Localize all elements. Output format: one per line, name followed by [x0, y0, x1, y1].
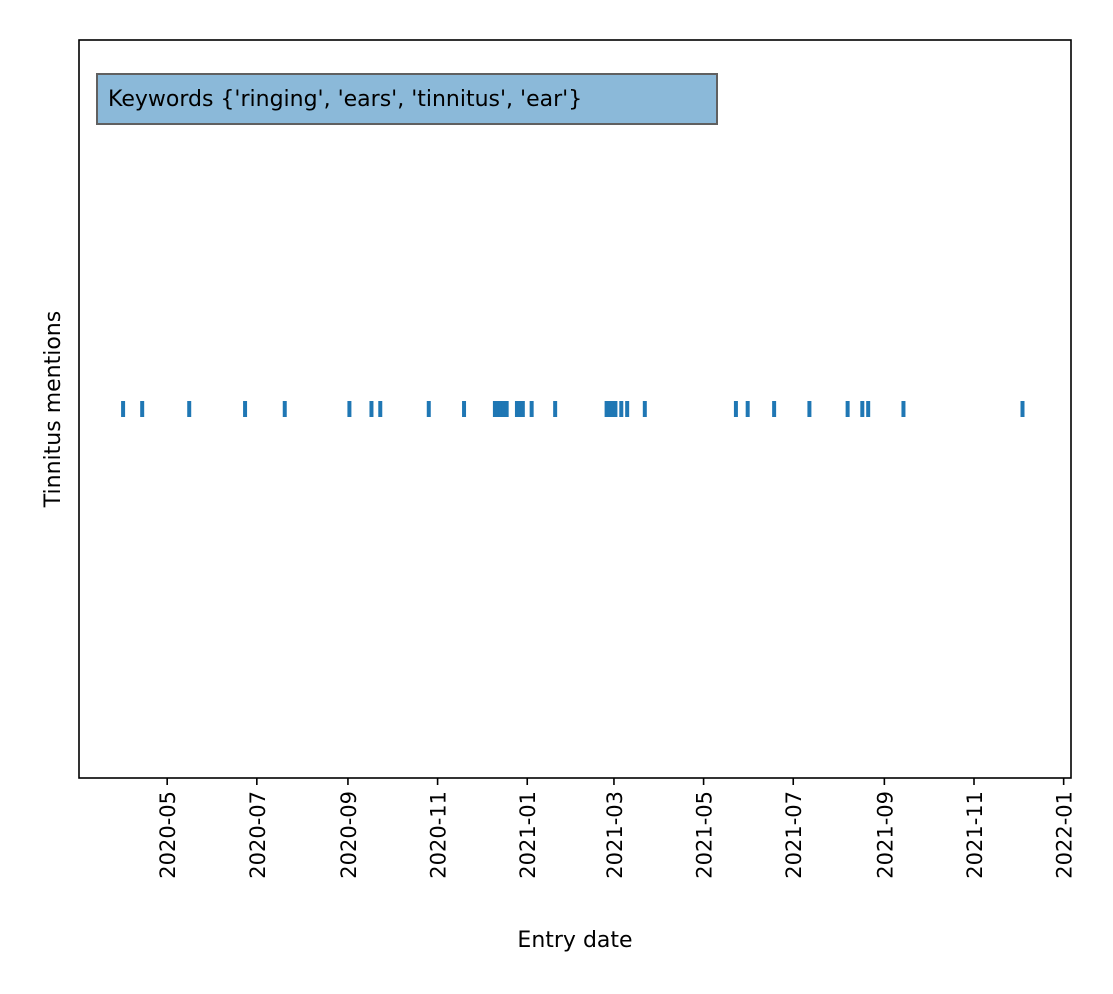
x-tick-label-1: 2020-07: [246, 791, 270, 879]
x-tick-label-6: 2021-05: [693, 791, 717, 879]
data-marks: [121, 401, 1025, 417]
x-tick-label-9: 2021-11: [963, 791, 987, 879]
x-tick-label-10: 2022-01: [1053, 791, 1077, 879]
x-tick-label-0: 2020-05: [156, 791, 180, 879]
annotation-text: Keywords {'ringing', 'ears', 'tinnitus',…: [108, 87, 582, 112]
y-axis-label: Tinnitus mentions: [41, 311, 66, 508]
x-tick-label-8: 2021-09: [873, 791, 897, 879]
x-axis-label: Entry date: [517, 928, 632, 953]
annotation-box: Keywords {'ringing', 'ears', 'tinnitus',…: [96, 73, 718, 125]
x-axis: 2020-05 2020-07 2020-09 2020-11 2021-01 2021-…: [156, 778, 1077, 879]
x-tick-label-7: 2021-07: [782, 791, 806, 879]
x-tick-label-5: 2021-03: [603, 791, 627, 879]
annotation-background: [96, 73, 718, 125]
x-tick-label-4: 2021-01: [516, 791, 540, 879]
plot-area: [78, 39, 1072, 779]
x-tick-label-3: 2020-11: [427, 791, 451, 879]
x-tick-label-2: 2020-09: [337, 791, 361, 879]
